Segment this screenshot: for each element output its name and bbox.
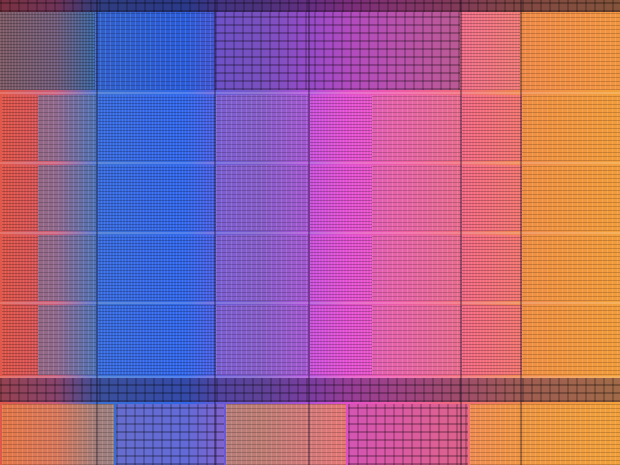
core-pink (372, 305, 462, 375)
core-violet (216, 305, 308, 375)
core-violet (216, 165, 308, 231)
cache-pink (462, 165, 522, 231)
core-row-2 (0, 165, 620, 231)
core-logic (38, 235, 96, 301)
cache-blue (98, 235, 216, 301)
row-divider (0, 232, 620, 234)
row-divider (0, 302, 620, 304)
core-red (2, 95, 38, 161)
column-divider (520, 0, 522, 465)
core-orange (522, 95, 620, 161)
core-violet (216, 95, 308, 161)
uncore-top-mid (215, 12, 460, 90)
row-divider (0, 376, 620, 378)
core-red (2, 305, 38, 375)
core-orange (522, 235, 620, 301)
core-red (2, 165, 38, 231)
cache-magenta (310, 235, 372, 301)
io-block-violet (116, 404, 224, 465)
core-orange (522, 165, 620, 231)
core-row-1 (0, 95, 620, 161)
column-divider (96, 0, 98, 465)
column-divider (214, 0, 216, 465)
core-pink (372, 235, 462, 301)
uncore-top-blue (95, 12, 215, 90)
cache-blue (98, 95, 216, 161)
cache-pink (462, 235, 522, 301)
io-block-orange-mid (226, 404, 346, 465)
io-block-magenta (348, 404, 468, 465)
uncore-top-right (520, 12, 620, 90)
row-divider (0, 162, 620, 164)
core-violet (216, 235, 308, 301)
io-block-orange-right (470, 404, 620, 465)
core-logic (38, 305, 96, 375)
core-red (2, 235, 38, 301)
core-row-4 (0, 305, 620, 375)
core-logic (38, 165, 96, 231)
uncore-top-left (0, 12, 95, 90)
uncore-top-pink (460, 12, 520, 90)
column-divider (460, 0, 462, 465)
cache-magenta (310, 305, 372, 375)
top-io-strip (0, 0, 620, 12)
core-orange (522, 305, 620, 375)
core-pink (372, 165, 462, 231)
cache-magenta (310, 95, 372, 161)
cache-pink (462, 95, 522, 161)
cache-pink (462, 305, 522, 375)
cache-magenta (310, 165, 372, 231)
uncore-bottom-strip (0, 378, 620, 402)
core-pink (372, 95, 462, 161)
cache-blue (98, 165, 216, 231)
row-divider (0, 92, 620, 94)
core-row-3 (0, 235, 620, 301)
core-logic (38, 95, 96, 161)
cache-blue (98, 305, 216, 375)
io-block-orange-left (2, 404, 114, 465)
column-divider (308, 0, 310, 465)
